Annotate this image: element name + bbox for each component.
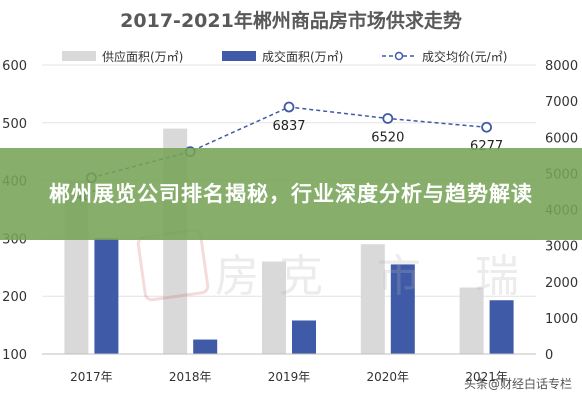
price-data-label: 6520 [371, 130, 404, 145]
headline-banner: 郴州展览公司排名揭秘，行业深度分析与趋势解读 [0, 148, 582, 240]
y-right-tick-label: 2000 [545, 276, 578, 291]
legend-label-supply: 供应面积(万㎡) [102, 49, 183, 64]
price-point [481, 121, 493, 133]
bar-supply [459, 287, 484, 354]
legend-label-price: 成交均价(元/㎡) [422, 49, 507, 64]
price-point [283, 101, 295, 113]
bars [64, 128, 514, 354]
legend-swatch-supply [62, 51, 96, 61]
legend-marker-price [394, 51, 404, 61]
x-tick-label: 2021年 [465, 370, 508, 384]
y-left-tick-label: 100 [2, 348, 27, 363]
x-tick-label: 2019年 [268, 370, 311, 384]
price-point [382, 113, 394, 124]
x-tick-label: 2017年 [70, 370, 113, 384]
y-right-tick-label: 8000 [545, 59, 578, 74]
y-left-tick-label: 200 [2, 290, 27, 305]
watermark-stamp-text: 房克 市 瑞 [215, 251, 539, 302]
bar-deal [390, 264, 415, 354]
watermark-caption: 头条@财经白话专栏 [463, 377, 572, 391]
y-left-tick-label: 500 [2, 117, 27, 132]
legend-label-deal: 成交面积(万㎡) [262, 49, 343, 64]
legend: 供应面积(万㎡) 成交面积(万㎡) 成交均价(元/㎡) [62, 49, 507, 64]
bar-deal [94, 238, 119, 354]
legend-swatch-deal [222, 51, 256, 61]
y-right-tick-label: 3000 [545, 240, 578, 255]
x-tick-label: 2018年 [169, 370, 212, 384]
y-right-tick-label: 0 [545, 348, 553, 363]
bar-deal [292, 320, 316, 354]
bar-deal [489, 300, 514, 354]
price-data-label: 6837 [272, 119, 305, 134]
bar-supply [262, 261, 286, 354]
y-right-tick-label: 6000 [545, 131, 578, 146]
chart-title: 2017-2021年郴州商品房市场供求走势 [120, 9, 462, 32]
y-right-tick-label: 7000 [545, 95, 578, 110]
headline-text: 郴州展览公司排名揭秘，行业深度分析与趋势解读 [49, 181, 533, 206]
bar-deal [193, 339, 218, 354]
y-right-tick-label: 1000 [545, 312, 578, 327]
x-tick-label: 2020年 [367, 370, 410, 384]
bar-supply [360, 244, 385, 354]
y-left-tick-label: 600 [2, 59, 27, 74]
